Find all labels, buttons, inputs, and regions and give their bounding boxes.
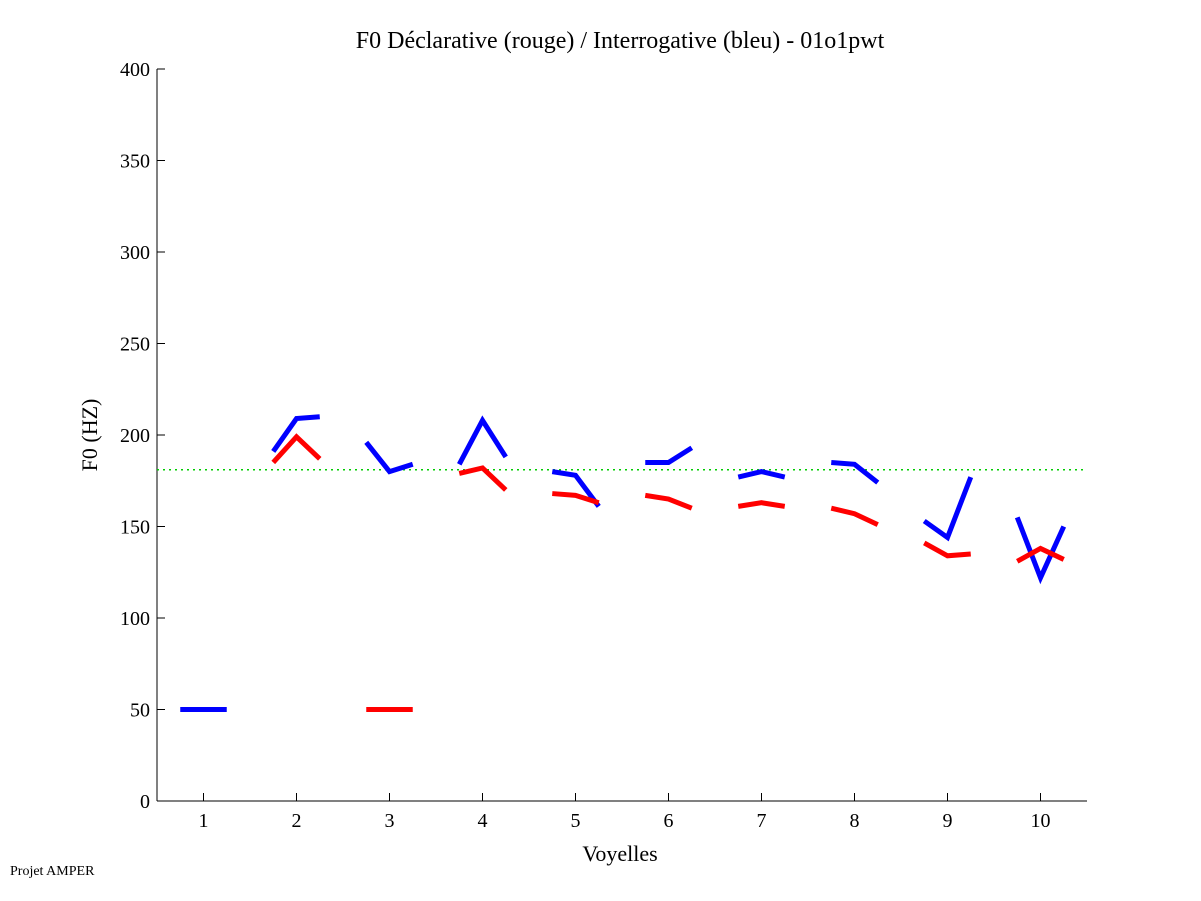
x-tick-label: 9 <box>943 810 953 832</box>
declarative-segment-vowel-4 <box>458 465 508 492</box>
declarative-segment-vowel-6 <box>644 492 693 511</box>
declarative-segment-vowel-5 <box>552 491 600 506</box>
x-tick-label: 7 <box>757 810 767 832</box>
declarative-segment-vowel-9 <box>923 540 971 559</box>
y-tick-label: 350 <box>120 151 150 173</box>
footer-credit: Projet AMPER <box>10 864 95 879</box>
interrogative-segment-vowel-3 <box>364 440 414 475</box>
y-tick-label: 250 <box>120 334 150 356</box>
y-tick-label: 200 <box>120 425 150 447</box>
chart-title: F0 Déclarative (rouge) / Interrogative (… <box>356 28 885 54</box>
x-tick-label: 6 <box>664 810 674 832</box>
y-tick-label: 400 <box>120 59 150 81</box>
x-tick-label: 5 <box>571 810 581 832</box>
interrogative-segment-vowel-6 <box>645 445 694 465</box>
y-axis-label: F0 (HZ) <box>77 399 102 472</box>
declarative-segment-vowel-2 <box>271 433 322 465</box>
x-tick-label: 10 <box>1031 810 1051 832</box>
x-tick-label: 2 <box>292 810 302 832</box>
interrogative-segment-vowel-9 <box>922 476 974 542</box>
y-tick-label: 50 <box>130 700 150 722</box>
y-tick-label: 100 <box>120 608 150 630</box>
interrogative-segment-vowel-8 <box>831 459 880 485</box>
x-tick-label: 8 <box>850 810 860 832</box>
interrogative-segment-vowel-10 <box>1014 516 1067 585</box>
declarative-segment-vowel-10 <box>1016 545 1065 564</box>
x-axis-label: Voyelles <box>582 841 657 866</box>
y-tick-label: 150 <box>120 517 150 539</box>
x-tick-label: 4 <box>478 810 488 832</box>
y-tick-label: 300 <box>120 242 150 264</box>
x-tick-label: 1 <box>199 810 209 832</box>
interrogative-segment-vowel-5 <box>551 469 601 508</box>
y-tick-label: 0 <box>140 791 150 813</box>
declarative-segment-vowel-7 <box>737 500 786 509</box>
interrogative-segment-vowel-4 <box>457 415 508 466</box>
x-tick-label: 3 <box>385 810 395 832</box>
declarative-segment-vowel-8 <box>830 505 879 527</box>
interrogative-segment-vowel-2 <box>271 414 320 453</box>
interrogative-segment-vowel-7 <box>737 469 786 480</box>
